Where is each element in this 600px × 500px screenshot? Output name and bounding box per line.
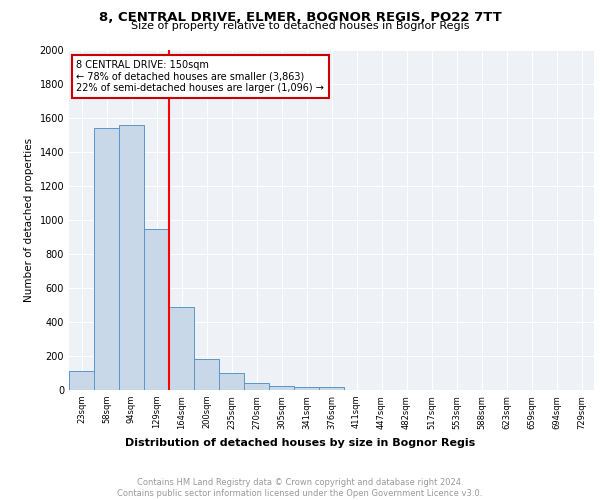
Bar [69,372,94,390]
Bar [94,128,119,390]
Bar [244,383,269,390]
Text: Contains HM Land Registry data © Crown copyright and database right 2024.
Contai: Contains HM Land Registry data © Crown c… [118,478,482,498]
Bar [319,387,344,390]
Bar [269,386,294,390]
Bar [219,373,244,390]
Text: 8, CENTRAL DRIVE, ELMER, BOGNOR REGIS, PO22 7TT: 8, CENTRAL DRIVE, ELMER, BOGNOR REGIS, P… [98,11,502,24]
Bar [294,387,319,390]
Text: Size of property relative to detached houses in Bognor Regis: Size of property relative to detached ho… [131,21,469,31]
Text: 8 CENTRAL DRIVE: 150sqm
← 78% of detached houses are smaller (3,863)
22% of semi: 8 CENTRAL DRIVE: 150sqm ← 78% of detache… [77,60,325,94]
Bar [194,358,219,390]
Bar [169,306,194,390]
Text: Distribution of detached houses by size in Bognor Regis: Distribution of detached houses by size … [125,438,475,448]
Bar [144,228,169,390]
Y-axis label: Number of detached properties: Number of detached properties [24,138,34,302]
Bar [119,125,144,390]
